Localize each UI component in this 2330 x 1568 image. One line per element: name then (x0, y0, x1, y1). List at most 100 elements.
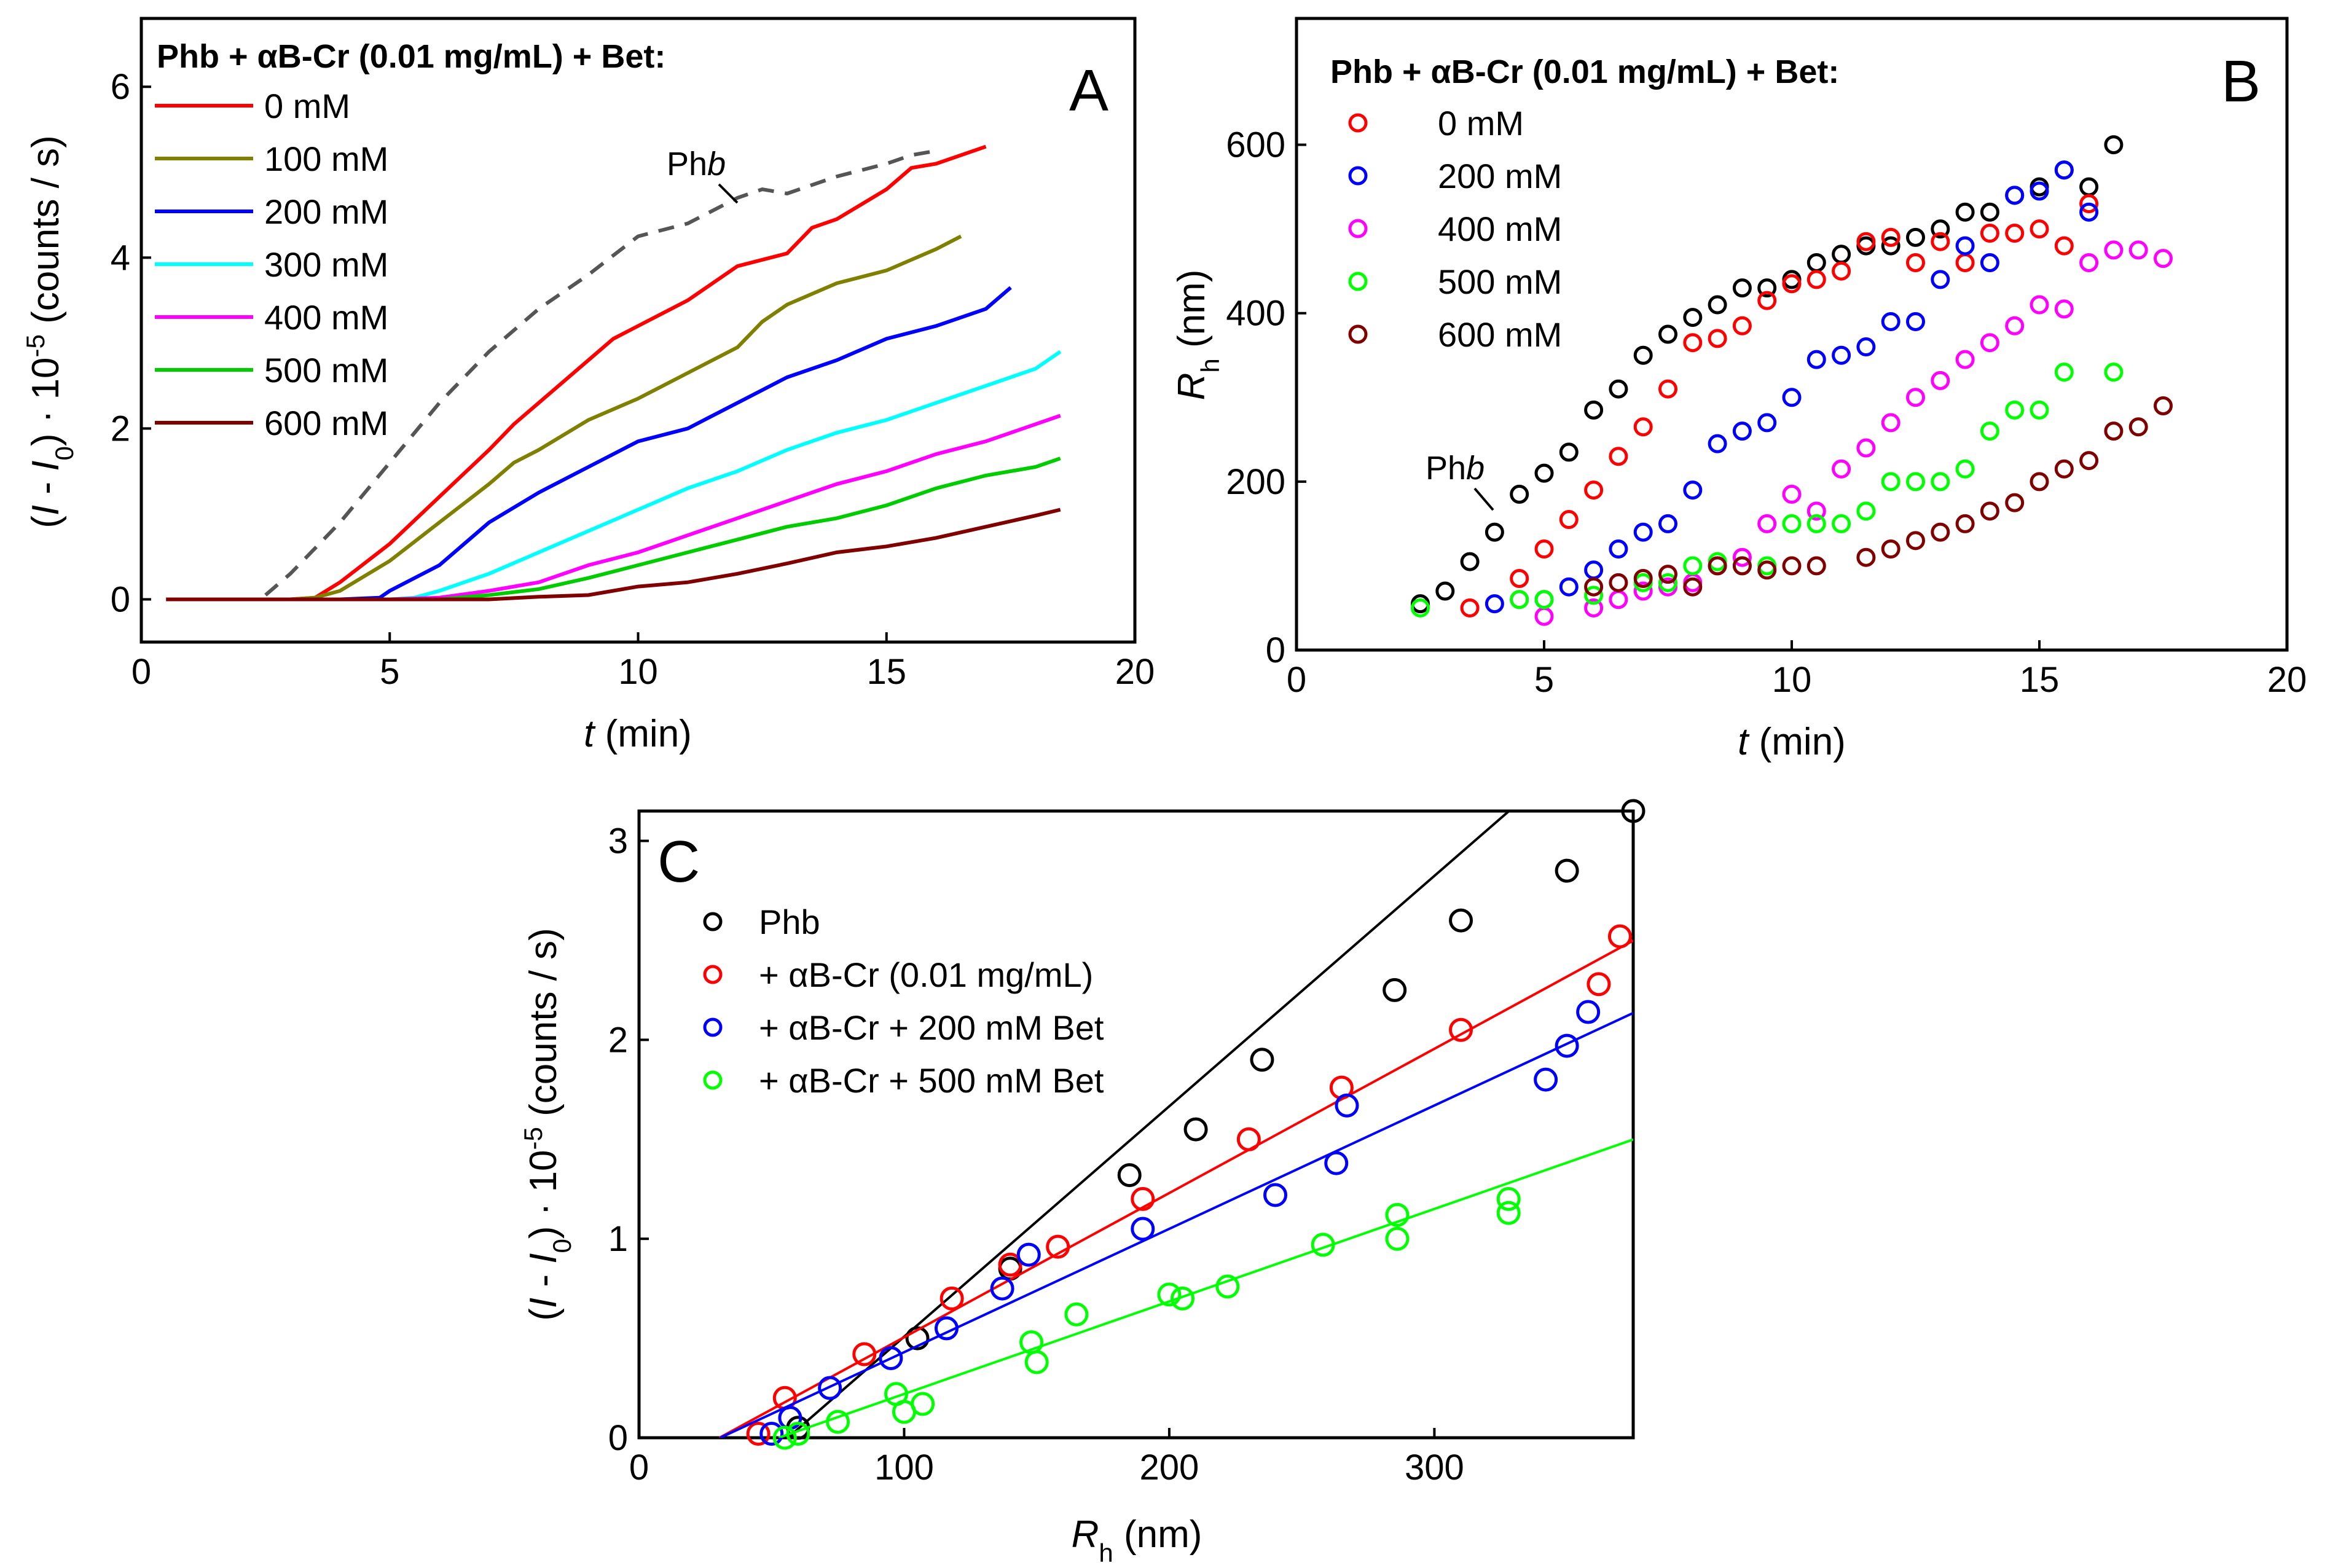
panel-b-point-400-mm (1609, 590, 1628, 610)
panel-c-ytick-label: 1 (608, 1219, 628, 1259)
panel-a-legend-label: 0 mM (264, 87, 350, 125)
panel-c-point-b-cr-0-01-mg-ml (998, 1252, 1022, 1277)
panel-b-ytick-label: 0 (1266, 630, 1285, 670)
panel-b-point-400-mm (2154, 249, 2173, 269)
panel-b-point-400-mm (1732, 547, 1752, 567)
panel-b-legend-label: 0 mM (1438, 104, 1524, 143)
panel-b-point-phb (1584, 400, 1604, 420)
panel-b-ytick-label: 400 (1226, 294, 1285, 334)
panel-a-legend-label: 600 mM (264, 404, 388, 442)
panel-c-legend-marker (703, 1070, 723, 1090)
panel-c-point-b-cr-200-mm-bet (1131, 1217, 1155, 1241)
panel-c-point-b-cr-200-mm-bet (990, 1276, 1014, 1301)
panel-b-point-phb (1683, 308, 1703, 327)
panel-b-point-600-mm (1757, 560, 1777, 580)
panel-c-ytick-label: 0 (608, 1418, 628, 1458)
panel-c-point-b-cr-200-mm-bet (935, 1316, 959, 1341)
panel-c-xtick-label: 300 (1405, 1448, 1464, 1488)
panel-b-point-0-mm (2054, 236, 2074, 256)
panel-a-ytick-label: 6 (111, 67, 130, 107)
panel-b-point-400-mm (1633, 581, 1653, 601)
panel-b-point-200-mm (1485, 594, 1504, 614)
panel-c-point-b-cr-200-mm-bet (759, 1422, 784, 1446)
panel-b-point-400-mm (1782, 484, 1802, 504)
panel-b-letter: B (2221, 49, 2261, 114)
panel-c-frame (637, 809, 1635, 1440)
panel-b-point-400-mm (1832, 459, 1851, 479)
panel-c-point-b-cr-500-mm-bet (1171, 1286, 1195, 1311)
panel-c-fit-b-cr-0-01-mg-ml (718, 939, 1633, 1438)
panel-b-point-0-mm (1955, 253, 1975, 272)
panel-b-point-500-mm (2054, 363, 2074, 382)
panel-b-point-200-mm (1757, 413, 1777, 433)
panel-b-point-200-mm (1832, 345, 1851, 365)
panel-a-legend-label: 500 mM (264, 351, 388, 390)
panel-c-legend-marker (703, 912, 723, 931)
panel-c-fit-phb (786, 811, 1511, 1438)
panel-b-point-0-mm (1832, 261, 1851, 281)
panel-c-point-b-cr-500-mm-bet (911, 1392, 935, 1416)
panel-a-plot-area (166, 144, 1062, 602)
panel-b-xtick-label: 0 (1287, 660, 1306, 700)
panel-c-point-b-cr-200-mm-bet (1324, 1151, 1349, 1175)
panel-b-point-400-mm (1534, 606, 1554, 626)
panel-c: 0 100 200 300 0 1 2 3 C Phb + αB-Cr (0.01 mg/mL)… (519, 799, 1646, 1567)
panel-b-point-200-mm (1633, 522, 1653, 542)
panel-b-point-500-mm (2005, 400, 2025, 420)
panel-b-point-200-mm (2079, 202, 2099, 222)
panel-b-point-400-mm (1955, 350, 1975, 369)
panel-c-legend: Phb + αB-Cr (0.01 mg/mL) + αB-Cr + 200 mM … (703, 903, 1104, 1100)
panel-b-point-200-mm (1955, 236, 1975, 256)
panel-b-xtick-label: 5 (1534, 660, 1554, 700)
panel-c-legend-label: + αB-Cr + 200 mM Bet (759, 1008, 1104, 1047)
panel-c-point-b-cr-200-mm-bet (1555, 1033, 1579, 1058)
panel-b-point-200-mm (2054, 160, 2074, 180)
panel-a-annotation-arrow (718, 183, 739, 204)
panel-a-ylabel: (I - I0) · 10-5 (counts / s) (21, 135, 79, 528)
panel-a-letter: A (1069, 58, 1108, 123)
panel-b-point-500-mm (1955, 459, 1975, 479)
panel-b-legend-marker (1348, 113, 1368, 133)
panel-b-point-phb (1832, 245, 1851, 264)
panel-c-fit-b-cr-200-mm-bet (720, 1011, 1633, 1438)
panel-c-ytick-label: 3 (608, 821, 628, 861)
panel-b-point-200-mm (1881, 312, 1900, 331)
panel-a-legend-title: Phb + αB-Cr (0.01 mg/mL) + Bet: (157, 38, 665, 75)
panel-b-point-600-mm (2104, 421, 2124, 441)
panel-b-point-400-mm (1584, 598, 1604, 617)
panel-b-point-600-mm (1955, 514, 1975, 533)
panel-c-legend-label: + αB-Cr + 500 mM Bet (759, 1061, 1104, 1100)
panel-c-point-b-cr-200-mm-bet (1534, 1067, 1558, 1092)
panel-c-point-b-cr-200-mm-bet (1576, 1000, 1601, 1024)
panel-c-xtick-label: 200 (1140, 1448, 1199, 1488)
panel-c-point-b-cr-0-01-mg-ml (1131, 1186, 1155, 1211)
panel-b-point-500-mm (1534, 590, 1554, 610)
panel-c-point-b-cr-0-01-mg-ml (939, 1286, 964, 1311)
panel-b-point-200-mm (2005, 186, 2025, 205)
panel-c-legend-label: Phb (759, 903, 820, 941)
panel-a-xtick-label: 0 (131, 652, 151, 692)
panel-b-point-phb (1435, 581, 1455, 601)
panel-b-point-phb (1881, 236, 1900, 256)
panel-a-ytick-label: 4 (111, 238, 130, 278)
panel-c-fit-b-cr-500-mm-bet (778, 1138, 1633, 1438)
panel-a-xtick-label: 20 (1115, 652, 1155, 692)
panel-b-point-600-mm (1806, 556, 1826, 576)
panel-a-line-phb (264, 149, 937, 597)
panel-b-point-0-mm (2030, 219, 2049, 239)
panel-c-point-phb (1555, 858, 1579, 883)
panel-b-point-phb (1534, 463, 1554, 483)
panel-b-point-200-mm (1732, 421, 1752, 441)
panel-b-point-500-mm (1584, 586, 1604, 605)
panel-c-point-phb (1449, 908, 1473, 933)
panel-b-point-600-mm (2030, 472, 2049, 492)
panel-b-point-600-mm (1584, 577, 1604, 597)
panel-b-point-200-mm (1658, 514, 1677, 533)
panel-b-point-200-mm (1559, 577, 1579, 597)
panel-c-point-b-cr-200-mm-bet (1016, 1242, 1041, 1267)
panel-b-point-phb (1485, 522, 1504, 542)
panel-b-point-500-mm (1683, 556, 1703, 576)
panel-b-point-500-mm (1856, 501, 1876, 521)
panel-b-point-0-mm (1806, 270, 1826, 289)
panel-b-point-600-mm (1980, 501, 1999, 521)
